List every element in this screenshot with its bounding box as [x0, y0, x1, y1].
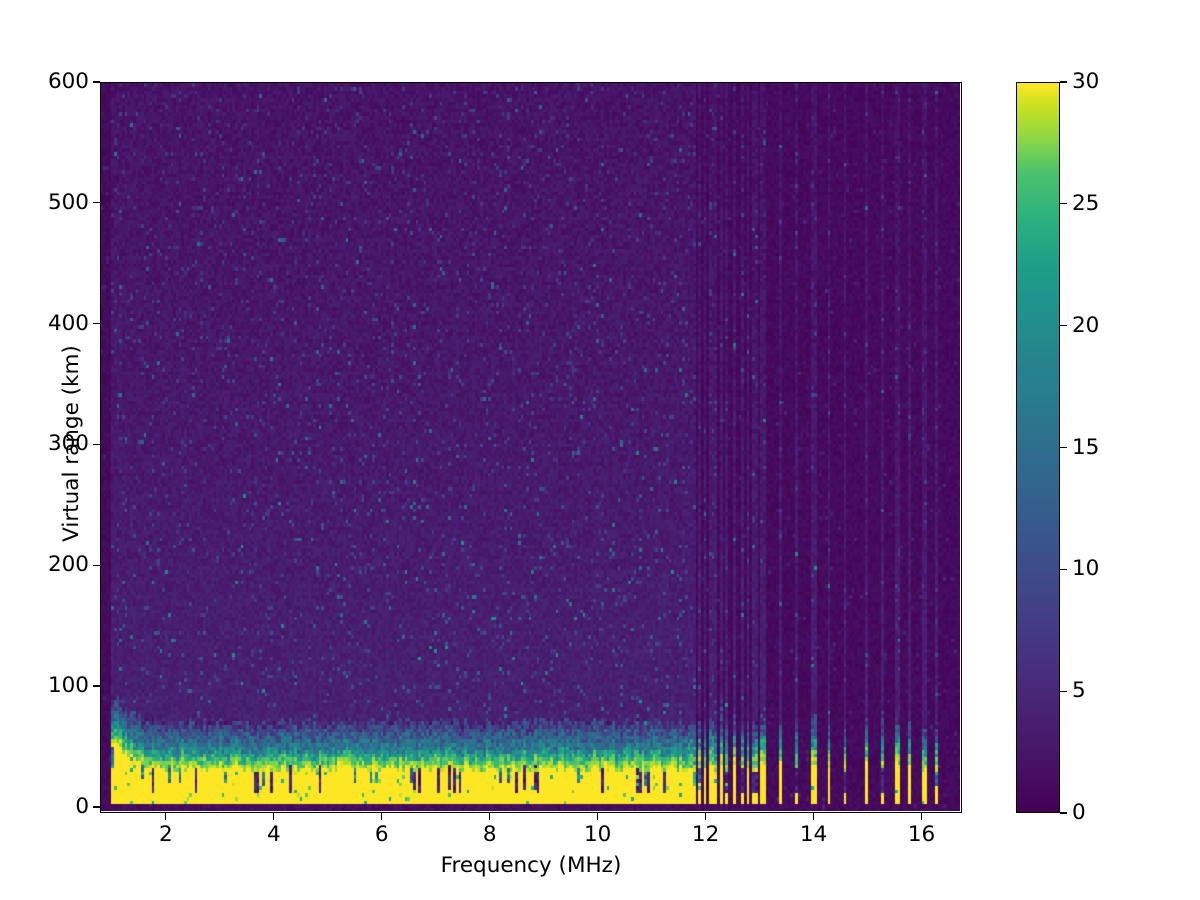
ionogram-heatmap	[101, 83, 960, 811]
y-axis-label: Virtual range (km)	[59, 345, 84, 542]
x-tick-mark	[920, 813, 923, 820]
y-tick-mark	[93, 806, 100, 808]
colorbar-tick-label: 10	[1072, 556, 1100, 582]
y-tick-label: 500	[47, 189, 89, 215]
x-tick-label: 14	[799, 822, 828, 847]
x-tick-mark	[704, 813, 707, 820]
colorbar-tick-mark	[1060, 325, 1067, 327]
y-tick-mark	[93, 564, 100, 566]
colorbar-tick-label: 30	[1072, 69, 1100, 94]
x-tick-label: 16	[907, 822, 936, 847]
y-tick-mark	[93, 81, 100, 83]
y-tick-label: 200	[47, 552, 89, 578]
colorbar-tick-mark	[1060, 446, 1067, 449]
plot-area	[100, 82, 962, 813]
colorbar-tick-label: 5	[1072, 678, 1086, 704]
y-tick-mark	[93, 202, 100, 204]
x-tick-mark	[489, 813, 491, 820]
colorbar-tick-label: 20	[1072, 312, 1100, 338]
colorbar	[1016, 82, 1060, 813]
colorbar-tick-label: 0	[1072, 800, 1086, 825]
y-tick-label: 300	[47, 431, 89, 457]
x-tick-label: 10	[583, 822, 612, 847]
x-tick-label: 8	[482, 822, 497, 847]
x-axis-label: Frequency (MHz)	[440, 853, 622, 878]
colorbar-tick-mark	[1060, 812, 1067, 814]
y-tick-label: 400	[47, 310, 89, 336]
x-tick-mark	[273, 813, 275, 820]
x-tick-mark	[812, 813, 815, 820]
x-tick-mark	[381, 813, 383, 820]
y-tick-mark	[93, 443, 100, 446]
colorbar-tick-mark	[1060, 203, 1067, 205]
colorbar-tick-label: 25	[1072, 190, 1100, 216]
x-tick-label: 6	[374, 822, 389, 847]
colorbar-tick-mark	[1060, 81, 1067, 83]
y-tick-mark	[93, 323, 100, 325]
y-tick-label: 100	[47, 673, 89, 699]
x-tick-label: 12	[691, 822, 720, 847]
colorbar-tick-mark	[1060, 690, 1067, 692]
y-tick-mark	[93, 685, 100, 687]
x-tick-mark	[165, 813, 167, 820]
colorbar-tick-label: 15	[1072, 434, 1100, 460]
x-tick-mark	[597, 813, 599, 820]
colorbar-tick-mark	[1060, 568, 1067, 570]
x-tick-label: 4	[266, 822, 281, 847]
y-tick-label: 600	[47, 69, 89, 94]
y-tick-label: 0	[75, 793, 89, 819]
x-tick-label: 2	[159, 822, 173, 847]
